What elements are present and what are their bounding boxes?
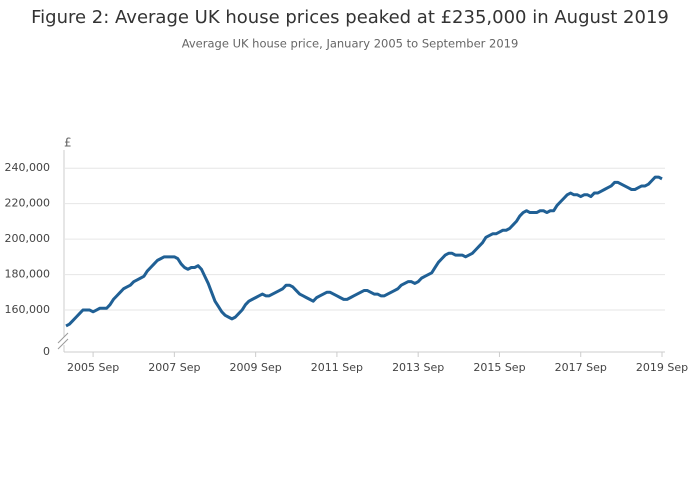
axis-break <box>57 338 69 350</box>
chart-title: Figure 2: Average UK house prices peaked… <box>31 7 669 28</box>
x-tick-label: 2019 Sep <box>636 361 688 374</box>
x-tick-label: 2011 Sep <box>311 361 363 374</box>
x-tick-label: 2009 Sep <box>230 361 282 374</box>
x-tick-label: 2005 Sep <box>67 361 119 374</box>
x-tick-label: 2013 Sep <box>392 361 444 374</box>
y-tick-label: 240,000 <box>5 161 51 174</box>
y-tick-label: 180,000 <box>5 268 51 281</box>
y-tick-label: 200,000 <box>5 232 51 245</box>
x-tick-label: 2017 Sep <box>555 361 607 374</box>
x-tick-label: 2007 Sep <box>148 361 200 374</box>
x-tick-label: 2015 Sep <box>473 361 525 374</box>
y-axis-unit: £ <box>64 136 72 150</box>
y-tick-label: 160,000 <box>5 303 51 316</box>
y-tick-label: 220,000 <box>5 197 51 210</box>
data-line <box>65 175 663 328</box>
chart-subtitle: Average UK house price, January 2005 to … <box>182 37 519 51</box>
axis-break <box>57 332 69 344</box>
y-tick-label: 0 <box>43 345 50 358</box>
